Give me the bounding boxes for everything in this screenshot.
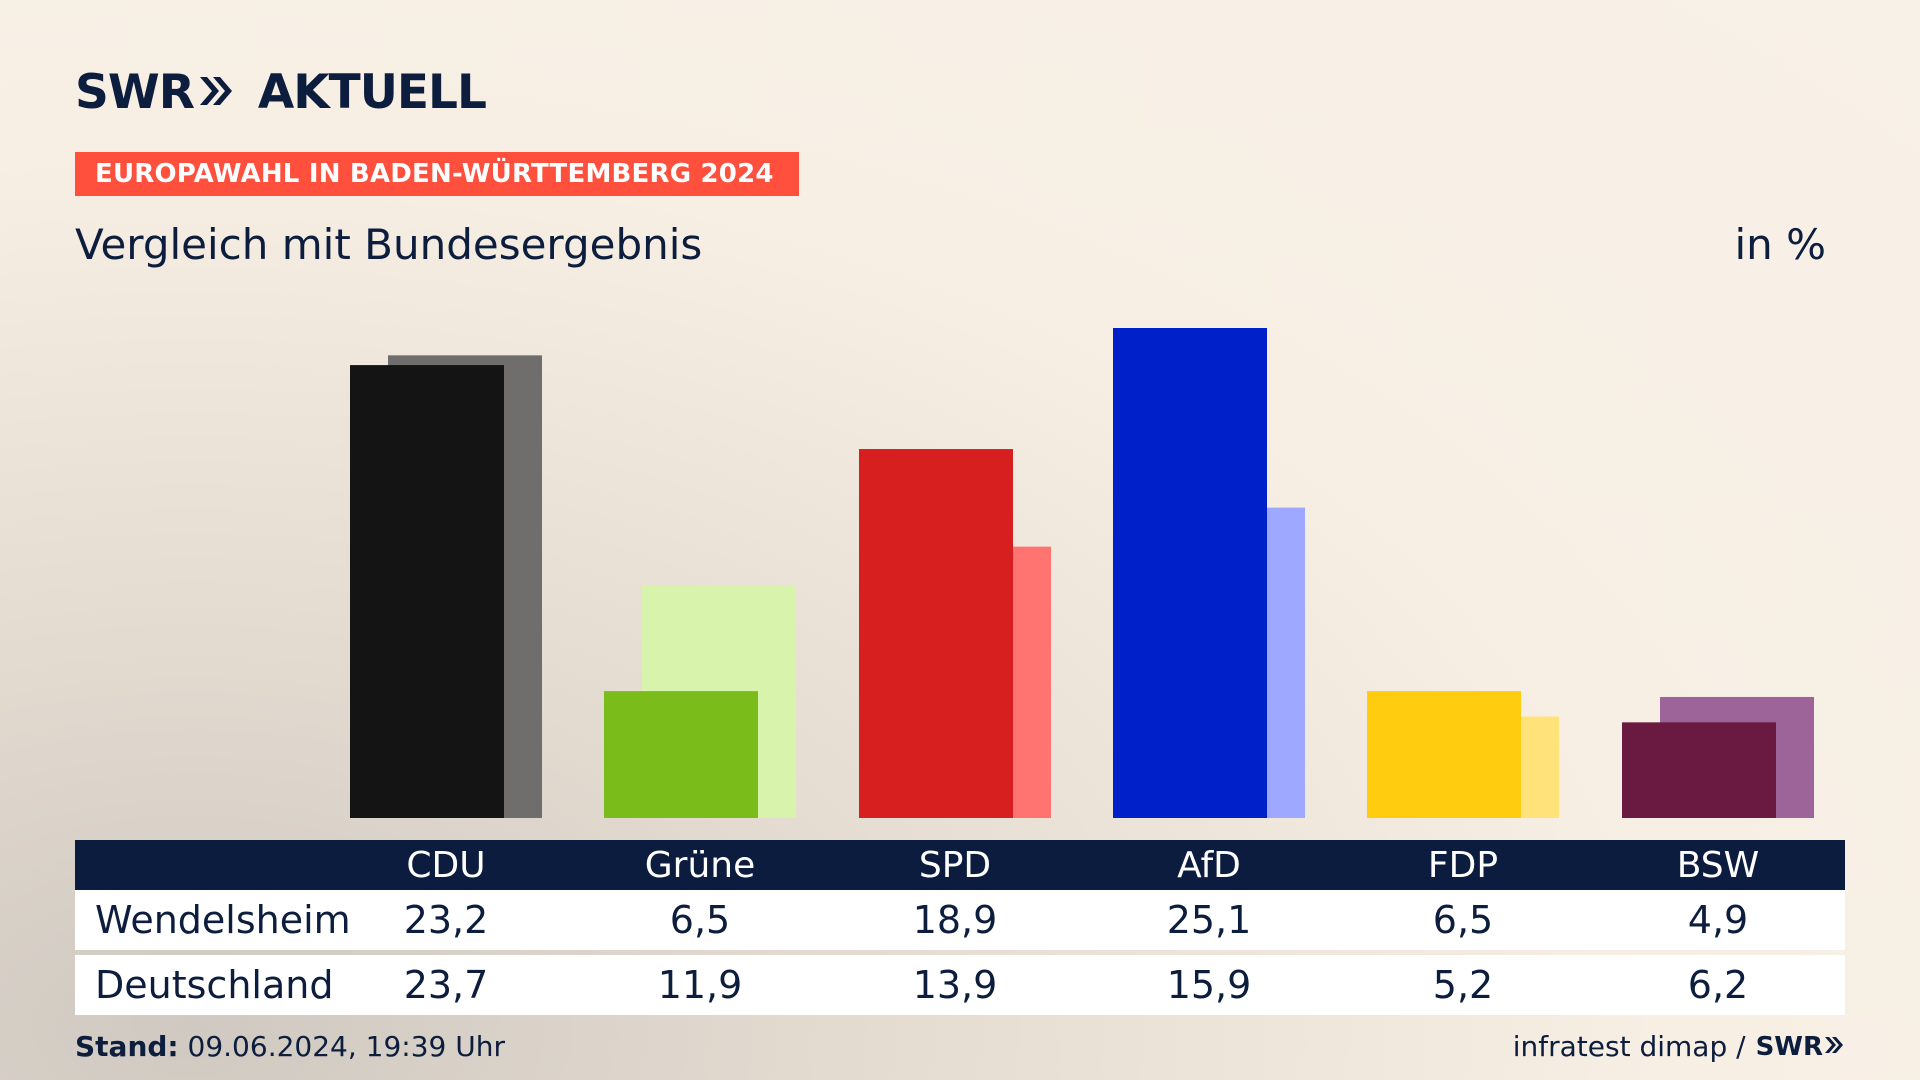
results-table: CDU Grüne SPD AfD FDP BSW Wendelsheim 23,2 6,5… [75, 840, 1845, 1015]
logo-swr: SWR [75, 65, 236, 120]
table-cell: 5,2 [1432, 963, 1494, 1007]
bar-wendelsheim-fdp [1367, 691, 1521, 818]
table-cell: 23,2 [403, 898, 489, 942]
chevron-double-right-icon [199, 76, 232, 105]
table-cell: 23,7 [403, 963, 489, 1007]
bar-chart [350, 328, 1814, 818]
swr-mini-logo: SWR [1756, 1032, 1845, 1062]
column-header-spd: SPD [918, 844, 992, 886]
table-header-row: CDU Grüne SPD AfD FDP BSW [75, 840, 1845, 890]
swr-mini-logo-text: SWR [1755, 1031, 1823, 1062]
timestamp: Stand: 09.06.2024, 19:39 Uhr [75, 1030, 505, 1063]
row-label-deutschland: Deutschland [95, 963, 334, 1007]
column-header-cdu: CDU [406, 844, 486, 886]
bar-wendelsheim-afd [1113, 328, 1267, 818]
bar-wendelsheim-grüne [604, 691, 758, 818]
table-cell: 13,9 [912, 963, 998, 1007]
swr-aktuell-logo: SWR AKTUELL [75, 64, 487, 120]
column-header-fdp: FDP [1427, 844, 1499, 886]
table-cell: 25,1 [1166, 898, 1252, 942]
table-cell: 4,9 [1687, 898, 1749, 942]
source-credit: infratest dimap / SWR [1513, 1030, 1845, 1063]
table-cell: 15,9 [1166, 963, 1252, 1007]
table-row: Deutschland 23,7 11,9 13,9 15,9 5,2 6,2 [75, 955, 1845, 1015]
column-header-afd: AfD [1177, 844, 1241, 886]
bar-wendelsheim-spd [859, 449, 1013, 818]
table-row: Wendelsheim 23,2 6,5 18,9 25,1 6,5 4,9 [75, 890, 1845, 950]
table-cell: 6,5 [669, 898, 731, 942]
bar-wendelsheim-cdu [350, 365, 504, 818]
column-header-grüne: Grüne [644, 844, 756, 886]
row-label-wendelsheim: Wendelsheim [95, 898, 351, 942]
stand-value: 09.06.2024, 19:39 Uhr [187, 1030, 505, 1063]
table-cell: 18,9 [912, 898, 998, 942]
source-text: infratest dimap / [1512, 1030, 1746, 1063]
table-cell: 6,2 [1687, 963, 1749, 1007]
column-header-bsw: BSW [1676, 844, 1760, 886]
table-cell: 11,9 [657, 963, 743, 1007]
chevron-double-right-icon [1825, 1036, 1843, 1053]
logo-aktuell: AKTUELL [257, 64, 487, 120]
bar-wendelsheim-bsw [1622, 722, 1776, 818]
table-cell: 6,5 [1432, 898, 1494, 942]
election-banner: EUROPAWAHL IN BADEN-WÜRTTEMBERG 2024 [75, 152, 799, 196]
stand-label: Stand: [75, 1030, 179, 1063]
unit-label: in % [1734, 220, 1826, 269]
chart-subtitle: Vergleich mit Bundesergebnis [75, 220, 703, 269]
